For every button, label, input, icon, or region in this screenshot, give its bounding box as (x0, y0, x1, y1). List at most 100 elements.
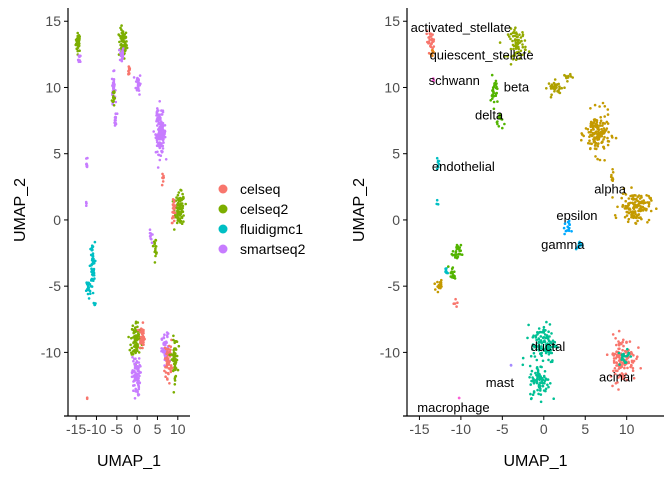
data-point (178, 204, 181, 207)
data-point (492, 95, 495, 98)
x-tick-label: 0 (133, 421, 141, 437)
data-point (130, 371, 134, 374)
data-point (89, 292, 92, 296)
data-point (607, 130, 610, 134)
data-point (595, 120, 599, 124)
data-point (172, 356, 176, 360)
data-point (451, 253, 455, 257)
cluster-label-acinar: acinar (599, 370, 635, 385)
data-point (617, 340, 620, 343)
data-point (177, 344, 181, 348)
data-point (437, 166, 440, 169)
data-point (589, 122, 593, 125)
data-point (159, 143, 162, 147)
data-point (592, 128, 595, 131)
data-point (455, 256, 459, 260)
data-point (611, 171, 615, 174)
data-point (113, 124, 117, 127)
data-point (174, 199, 178, 202)
data-point (491, 88, 495, 92)
cluster-blob-ductal (521, 363, 555, 404)
data-point (617, 376, 620, 379)
data-point (630, 364, 633, 368)
data-point (132, 359, 135, 363)
data-point (134, 357, 137, 361)
data-point (633, 216, 637, 219)
data-point (606, 122, 610, 125)
data-point (636, 355, 639, 359)
cluster-blob-schwann (431, 77, 436, 83)
data-point (632, 354, 635, 357)
data-point (627, 361, 631, 365)
data-point (544, 347, 547, 351)
data-point (512, 54, 515, 57)
data-point (433, 282, 437, 286)
data-point (90, 277, 94, 281)
cluster-blob-beta (433, 278, 443, 294)
data-point (438, 281, 442, 284)
data-point (627, 197, 631, 200)
data-point (181, 197, 185, 201)
data-point (137, 83, 141, 87)
data-point (539, 400, 543, 404)
data-point (160, 150, 164, 154)
data-point (630, 215, 633, 219)
data-point (602, 127, 606, 130)
data-point (182, 214, 185, 217)
data-point (158, 100, 161, 103)
data-point (112, 69, 115, 73)
data-point (492, 107, 496, 111)
data-point (85, 204, 88, 207)
data-point (172, 219, 176, 223)
data-point (154, 254, 157, 258)
data-point (168, 353, 171, 357)
cluster-blob-delta (447, 265, 457, 280)
data-point (76, 49, 79, 53)
data-point (496, 122, 499, 126)
data-point (113, 118, 117, 122)
data-point (636, 199, 639, 203)
data-point (640, 200, 644, 203)
cluster-blob-smartseq2 (76, 54, 82, 64)
data-point (169, 367, 172, 371)
data-point (529, 354, 533, 358)
data-point (637, 346, 640, 349)
data-point (538, 345, 541, 349)
data-point (435, 156, 439, 160)
data-point (177, 200, 181, 203)
data-point (124, 35, 128, 39)
data-point (137, 385, 141, 389)
data-point (171, 221, 174, 225)
data-point (532, 345, 536, 348)
data-point (157, 109, 160, 112)
data-point (542, 374, 546, 378)
data-point (625, 378, 628, 382)
data-point (647, 204, 651, 208)
data-point (134, 349, 137, 352)
data-point (137, 387, 141, 391)
y-tick-label: 0 (53, 212, 61, 228)
data-point (641, 205, 645, 209)
data-point (537, 383, 541, 387)
data-point (586, 128, 590, 131)
cluster-blob-smartseq2 (118, 47, 125, 63)
data-point (128, 348, 132, 352)
data-point (567, 229, 571, 233)
data-point (135, 346, 138, 350)
data-point (149, 237, 152, 240)
data-point (173, 366, 177, 369)
cluster-blob-acinar (617, 347, 633, 366)
data-point (622, 352, 625, 356)
data-point (129, 343, 132, 347)
data-point (498, 41, 502, 44)
data-point (577, 244, 581, 247)
data-point (543, 381, 546, 385)
data-point (122, 34, 125, 38)
data-point (626, 204, 629, 208)
data-point (91, 258, 95, 262)
data-point (169, 364, 173, 367)
data-point (155, 138, 159, 142)
data-point (632, 194, 636, 197)
data-point (537, 331, 541, 334)
